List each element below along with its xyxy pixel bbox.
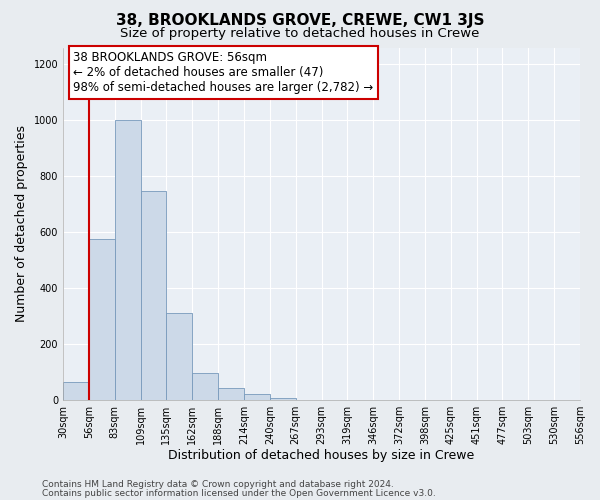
Bar: [89, 239, 115, 400]
Text: 38 BROOKLANDS GROVE: 56sqm
← 2% of detached houses are smaller (47)
98% of semi-: 38 BROOKLANDS GROVE: 56sqm ← 2% of detac…: [73, 51, 374, 94]
Text: 38, BROOKLANDS GROVE, CREWE, CW1 3JS: 38, BROOKLANDS GROVE, CREWE, CW1 3JS: [116, 12, 484, 28]
Bar: [63, 382, 89, 400]
Bar: [192, 373, 218, 400]
Bar: [140, 192, 166, 400]
X-axis label: Distribution of detached houses by size in Crewe: Distribution of detached houses by size …: [169, 450, 475, 462]
Text: Size of property relative to detached houses in Crewe: Size of property relative to detached ho…: [121, 28, 479, 40]
Bar: [244, 394, 270, 400]
Y-axis label: Number of detached properties: Number of detached properties: [15, 125, 28, 322]
Bar: [166, 313, 192, 400]
Text: Contains public sector information licensed under the Open Government Licence v3: Contains public sector information licen…: [42, 488, 436, 498]
Bar: [115, 120, 140, 400]
Bar: [270, 398, 296, 400]
Bar: [218, 388, 244, 400]
Text: Contains HM Land Registry data © Crown copyright and database right 2024.: Contains HM Land Registry data © Crown c…: [42, 480, 394, 489]
